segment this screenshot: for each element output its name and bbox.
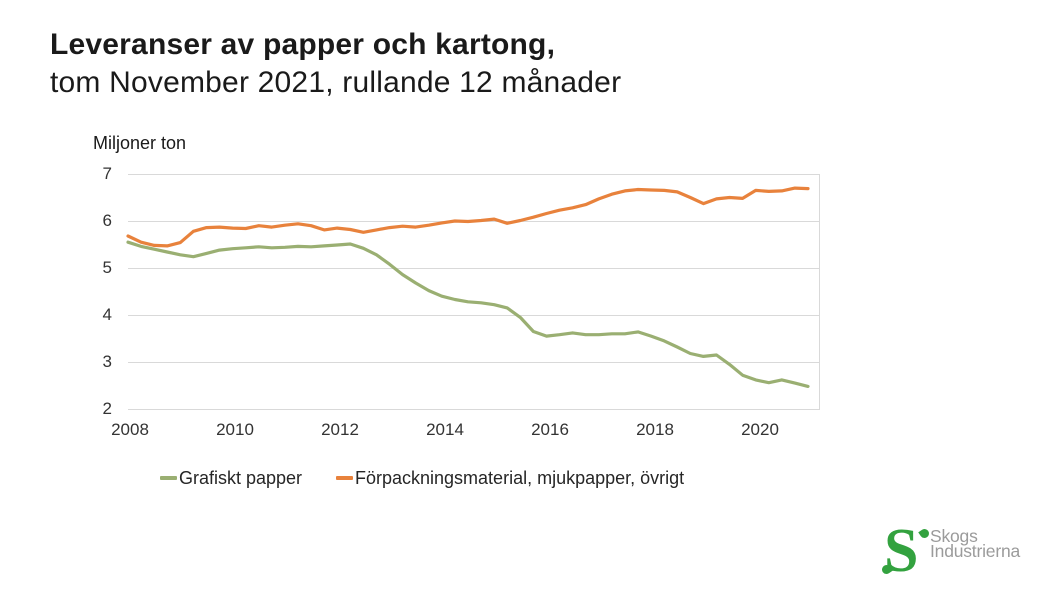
y-tick-label: 7 [102,164,112,183]
logo-leaf-icon [918,527,931,540]
page-title-line2: tom November 2021, rullande 12 månader [50,66,622,99]
x-tick-label: 2008 [111,420,149,439]
x-tick-label: 2020 [741,420,779,439]
legend-dash-green [160,476,177,480]
logo-line2: Industrierna [930,541,1021,561]
x-tick-label: 2010 [216,420,254,439]
legend-item-forpackningsmaterial: Förpackningsmaterial, mjukpapper, övrigt [336,467,684,489]
y-tick-label: 6 [102,211,112,230]
x-tick-label: 2018 [636,420,674,439]
skogsindustrierna-logo: S Skogs Industrierna [880,520,1042,583]
logo-line1: Skogs [930,526,978,546]
page-title: Leveranser av papper och kartong, tom No… [50,26,621,102]
y-tick-label: 4 [102,305,112,324]
y-tick-label: 5 [102,258,112,277]
page-title-line1: Leveranser av papper och kartong, [50,28,556,61]
y-tick-label: 3 [102,352,112,371]
x-tick-label: 2014 [426,420,464,439]
y-tick-label: 2 [102,399,112,418]
legend-item-grafiskt-papper: Grafiskt papper [160,467,302,489]
logo-wordmark: Skogs Industrierna [930,526,1021,561]
gridlines [128,174,820,410]
y-axis-title: Miljoner ton [93,133,187,153]
x-tick-label: 2016 [531,420,569,439]
legend-label: Förpackningsmaterial, mjukpapper, övrigt [355,467,685,488]
series-line-grafiskt-papper [126,240,810,388]
legend-dash-orange [336,476,353,480]
legend-label: Grafiskt papper [179,467,303,488]
x-tick-label: 2012 [321,420,359,439]
series-line-forpackningsmaterial [126,186,810,248]
